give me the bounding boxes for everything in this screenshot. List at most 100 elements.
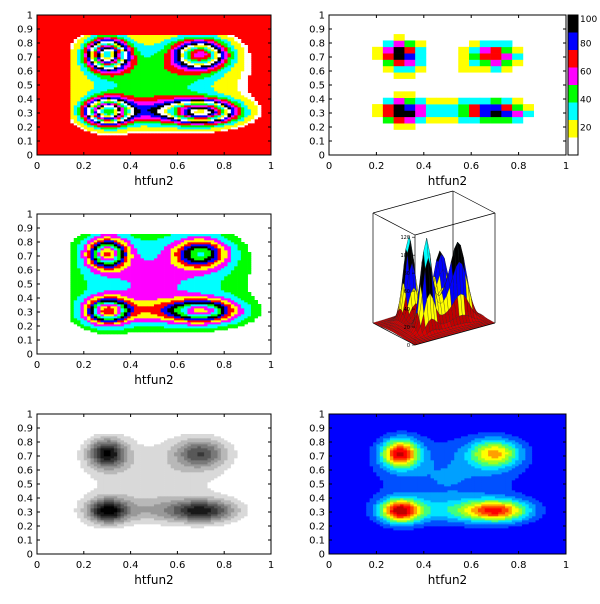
- contour-cell: [164, 298, 168, 300]
- contour-cell: [171, 93, 175, 95]
- contour-cell: [157, 49, 161, 51]
- contour-cell: [184, 71, 188, 73]
- contour-cell: [174, 308, 178, 310]
- contour-cell: [151, 93, 155, 95]
- contour-cell: [244, 45, 248, 47]
- contour-cell: [141, 298, 145, 300]
- contour-cell: [184, 127, 188, 129]
- contour-cell: [187, 77, 191, 79]
- contour-cell: [134, 41, 138, 43]
- contour-cell: [90, 254, 94, 256]
- contour-cell: [214, 320, 218, 322]
- contour-cell: [154, 55, 158, 57]
- contour-cell: [104, 73, 108, 75]
- contour-cell: [191, 282, 195, 284]
- contour-cell: [114, 248, 118, 250]
- contour-cell: [161, 47, 165, 49]
- contour-cell: [184, 95, 188, 97]
- contour-cell: [184, 41, 188, 43]
- contour-cell: [187, 246, 191, 248]
- contour-cell: [80, 324, 84, 326]
- contour-cell: [94, 322, 98, 324]
- contour-cell: [70, 252, 74, 254]
- contour-cell: [101, 316, 105, 318]
- contour-cell: [234, 103, 238, 105]
- contour-cell: [77, 288, 81, 290]
- contour-cell: [201, 284, 205, 286]
- contour-cell: [184, 252, 188, 254]
- contour-cell: [211, 111, 215, 113]
- contour-cell: [201, 117, 205, 119]
- contour-cell: [151, 306, 155, 308]
- contour-cell: [207, 69, 211, 71]
- contour-cell: [121, 312, 125, 314]
- contour-cell: [121, 320, 125, 322]
- contour-cell: [164, 264, 168, 266]
- contour-cell: [218, 41, 222, 43]
- contour-cell: [121, 61, 125, 63]
- contour-cell: [191, 91, 195, 93]
- contour-cell: [77, 109, 81, 111]
- contour-cell: [131, 238, 135, 240]
- grid-cell: [458, 110, 469, 117]
- contour-cell: [207, 71, 211, 73]
- contour-cell: [174, 324, 178, 326]
- contour-cell: [147, 93, 151, 95]
- contour-cell: [111, 103, 115, 105]
- contour-cell: [114, 79, 118, 81]
- contour-cell: [117, 302, 121, 304]
- contour-cell: [117, 260, 121, 262]
- contour-cell: [201, 286, 205, 288]
- contour-cell: [228, 71, 232, 73]
- contour-cell: [214, 123, 218, 125]
- contour-cell: [104, 113, 108, 115]
- contour-cell: [218, 47, 222, 49]
- contour-cell: [131, 302, 135, 304]
- contour-cell: [167, 318, 171, 320]
- contour-cell: [74, 250, 78, 252]
- contour-cell: [151, 260, 155, 262]
- contour-cell: [164, 107, 168, 109]
- contour-cell: [70, 290, 74, 292]
- contour-cell: [214, 328, 218, 330]
- contour-cell: [157, 266, 161, 268]
- contour-cell: [144, 258, 148, 260]
- contour-cell: [241, 113, 245, 115]
- contour-cell: [151, 242, 155, 244]
- contour-cell: [114, 61, 118, 63]
- contour-cell: [204, 55, 208, 57]
- contour-cell: [231, 55, 235, 57]
- contour-cell: [194, 83, 198, 85]
- contour-cell: [207, 65, 211, 67]
- contour-cell: [187, 292, 191, 294]
- contour-cell: [161, 49, 165, 51]
- contour-cell: [191, 294, 195, 296]
- grid-cell: [437, 98, 448, 105]
- contour-cell: [164, 234, 168, 236]
- contour-cell: [167, 312, 171, 314]
- contour-cell: [147, 51, 151, 53]
- grid-cell: [469, 66, 480, 73]
- contour-cell: [194, 250, 198, 252]
- contour-cell: [161, 55, 165, 57]
- contour-cell: [137, 328, 141, 330]
- y-tick-label: 0: [27, 151, 33, 162]
- contour-cell: [147, 101, 151, 103]
- contour-cell: [191, 87, 195, 89]
- contour-cell: [127, 89, 131, 91]
- contour-cell: [201, 93, 205, 95]
- contour-cell: [171, 53, 175, 55]
- contour-cell: [107, 308, 111, 310]
- contour-cell: [171, 302, 175, 304]
- contour-cell: [84, 270, 88, 272]
- contour-cell: [124, 95, 128, 97]
- contour-cell: [211, 79, 215, 81]
- contour-cell: [117, 326, 121, 328]
- contour-cell: [191, 278, 195, 280]
- contour-cell: [157, 107, 161, 109]
- contour-cell: [124, 115, 128, 117]
- contour-cell: [174, 43, 178, 45]
- contour-cell: [154, 51, 158, 53]
- contour-cell: [234, 105, 238, 107]
- contour-cell: [218, 326, 222, 328]
